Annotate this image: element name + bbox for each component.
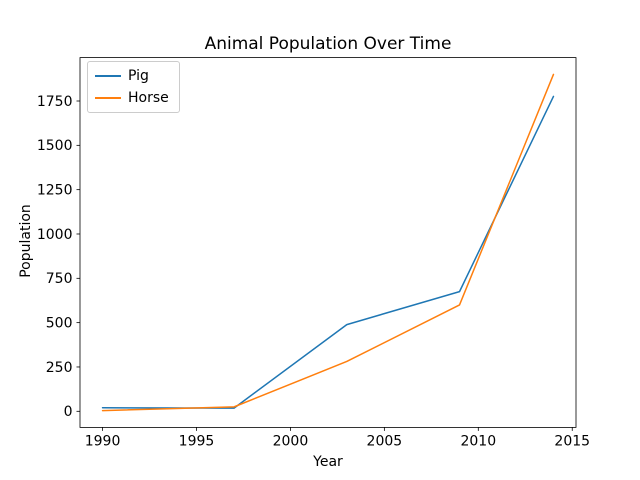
y-tick-label: 0: [64, 404, 73, 420]
legend-label-pig: Pig: [128, 68, 149, 84]
y-tick-label: 1750: [37, 94, 73, 110]
y-tick-label: 750: [46, 271, 73, 287]
x-tick-label: 2005: [367, 433, 403, 449]
x-tick-label: 2015: [554, 433, 590, 449]
y-tick-label: 1250: [37, 182, 73, 198]
x-axis-label: Year: [313, 454, 343, 470]
x-tick-label: 1990: [85, 433, 121, 449]
legend-item-horse: Horse: [95, 89, 169, 107]
y-tick-label: 1000: [37, 227, 73, 243]
legend: Pig Horse: [87, 61, 180, 113]
legend-item-pig: Pig: [95, 67, 169, 85]
chart-title: Animal Population Over Time: [204, 34, 452, 54]
legend-label-horse: Horse: [128, 90, 169, 106]
x-tick-label: 2010: [460, 433, 496, 449]
y-tick-label: 250: [46, 360, 73, 376]
series-line-horse: [101, 73, 555, 412]
x-tick-label: 2000: [273, 433, 309, 449]
x-tick-label: 1995: [179, 433, 215, 449]
y-tick-label: 1500: [37, 138, 73, 154]
y-axis-label: Population: [18, 204, 34, 278]
horse-line-sample: [95, 97, 121, 99]
pig-line-sample: [95, 75, 121, 77]
y-tick-label: 500: [46, 315, 73, 331]
plot-area: [79, 57, 577, 428]
